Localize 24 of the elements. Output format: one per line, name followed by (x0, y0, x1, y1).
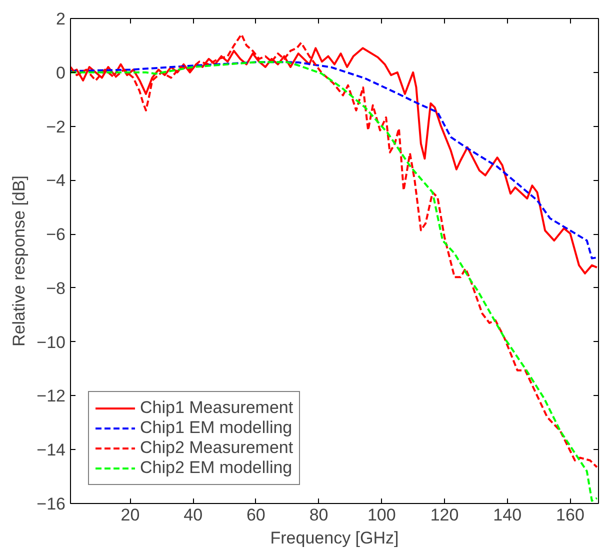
legend-label: Chip1 EM modelling (140, 418, 292, 438)
legend-label: Chip2 Measurement (140, 438, 294, 458)
y-tick-label: −6 (46, 225, 66, 244)
x-tick-label: 60 (246, 506, 266, 524)
y-tick-label: −10 (36, 332, 66, 352)
legend-label: Chip1 Measurement (140, 398, 294, 418)
y-axis-title: Relative response [dB] (10, 175, 29, 347)
x-tick-label: 120 (430, 506, 459, 524)
y-tick-label: −8 (46, 278, 66, 298)
x-tick-label: 20 (120, 506, 140, 524)
y-tick-label: −2 (46, 117, 66, 136)
x-tick-label: 140 (493, 506, 522, 524)
y-tick-label: 2 (56, 10, 66, 28)
y-tick-label: −4 (46, 171, 66, 190)
x-tick-label: 160 (556, 506, 584, 524)
x-axis-title: Frequency [GHz] (270, 528, 399, 548)
legend-label: Chip2 EM modelling (140, 458, 292, 478)
x-tick-label: 40 (184, 506, 203, 524)
y-tick-label: −14 (36, 440, 66, 460)
x-tick-label: 80 (309, 506, 328, 524)
y-tick-label: 0 (56, 63, 66, 82)
y-tick-label: −16 (36, 494, 66, 514)
y-tick-label: −12 (36, 386, 66, 406)
x-tick-label: 100 (367, 506, 396, 524)
